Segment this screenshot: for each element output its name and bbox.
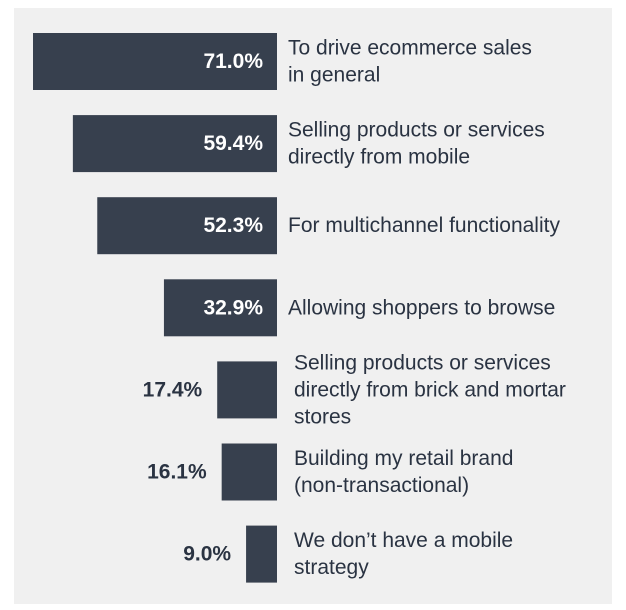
category-label-1: To drive ecommerce sales in general xyxy=(288,37,532,87)
bar-7 xyxy=(246,525,277,583)
category-label-line: strategy xyxy=(294,556,369,579)
value-label-7: 9.0% xyxy=(183,543,231,566)
value-label-2: 59.4% xyxy=(203,132,263,155)
category-label-line: Selling products or services xyxy=(294,351,551,374)
category-label-3: For multichannel functionality xyxy=(288,214,560,237)
category-label-4: Allowing shoppers to browse xyxy=(288,296,555,319)
bar-2 xyxy=(72,115,277,173)
category-label-line: We don’t have a mobile xyxy=(294,529,513,552)
category-label-line: Allowing shoppers to browse xyxy=(288,296,555,319)
category-label-line: To drive ecommerce sales xyxy=(288,37,532,60)
category-label-line: For multichannel functionality xyxy=(288,214,560,237)
category-label-line: Selling products or services xyxy=(288,119,545,142)
category-label-line: stores xyxy=(294,405,351,428)
category-label-line: directly from brick and mortar xyxy=(294,378,566,401)
category-label-6: Building my retail brand (non-transaction… xyxy=(294,447,513,497)
category-label-7: We don’t have a mobile strategy xyxy=(294,529,513,579)
bar-1 xyxy=(33,33,277,90)
category-label-2: Selling products or services directly fro… xyxy=(288,119,545,169)
bar-3 xyxy=(97,197,277,255)
chart-panel xyxy=(14,8,612,604)
category-label-line: Building my retail brand xyxy=(294,447,513,470)
category-label-line: directly from mobile xyxy=(288,146,470,169)
value-label-5: 17.4% xyxy=(143,378,203,401)
value-label-4: 32.9% xyxy=(203,296,263,319)
category-label-5: Selling products or services directly fro… xyxy=(294,351,566,428)
bar-6 xyxy=(221,443,277,501)
value-label-6: 16.1% xyxy=(147,461,207,484)
value-label-3: 52.3% xyxy=(203,214,263,237)
category-label-line: (non-transactional) xyxy=(294,474,469,497)
bar-5 xyxy=(217,361,277,419)
value-label-1: 71.0% xyxy=(203,50,263,73)
category-label-line: in general xyxy=(288,64,380,87)
bar-4 xyxy=(163,279,277,337)
